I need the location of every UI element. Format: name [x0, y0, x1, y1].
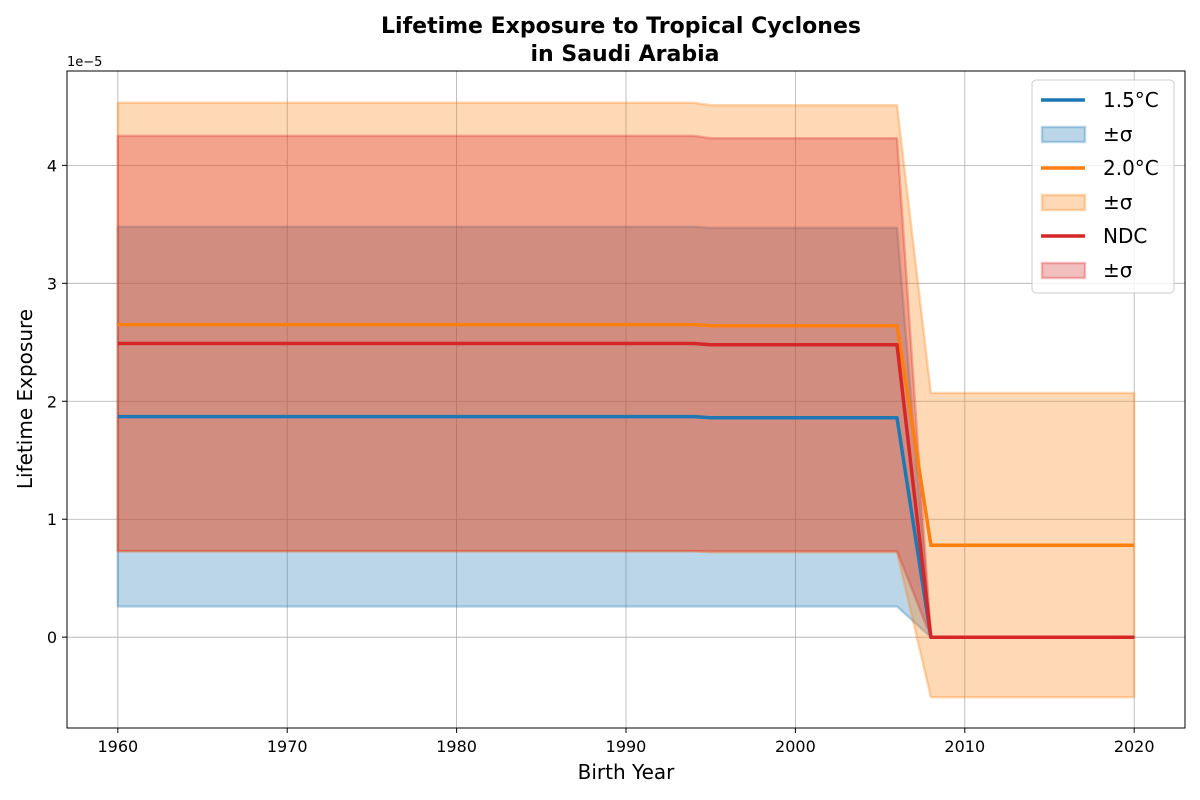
grid — [67, 71, 1185, 728]
y-tick-label: 1 — [47, 510, 57, 529]
legend: 1.5°C ±σ 2.0°C ±σ NDC ±σ — [1031, 79, 1175, 294]
chart-title-line-1: Lifetime Exposure to Tropical Cyclones — [381, 14, 861, 39]
legend-label-ndc: NDC — [1103, 224, 1147, 248]
x-tick-label: 2010 — [944, 737, 985, 756]
x-tick-label: 2020 — [1114, 737, 1155, 756]
x-tick-label: 1960 — [97, 737, 138, 756]
legend-band-swatch-1-5-c — [1040, 125, 1087, 144]
y-axis-label: Lifetime Exposure — [13, 309, 37, 489]
x-tick-label: 1970 — [267, 737, 308, 756]
series-line-2-0-c — [117, 322, 1135, 547]
legend-frame — [1031, 79, 1175, 294]
y-tick-label: 4 — [47, 156, 57, 175]
series-line-ndc — [117, 341, 1135, 639]
x-tick-label: 1980 — [436, 737, 477, 756]
legend-items: 1.5°C ±σ 2.0°C ±σ NDC ±σ — [1040, 88, 1159, 282]
y-tick-label: 3 — [47, 274, 57, 293]
y-tick-label: 2 — [47, 392, 57, 411]
legend-band-label-ndc: ±σ — [1103, 258, 1133, 282]
legend-band-label-1-5-c: ±σ — [1103, 122, 1133, 146]
legend-label-1-5-c: 1.5°C — [1103, 88, 1159, 112]
series-lines — [117, 322, 1135, 639]
sigma-band-2-0-c — [116, 101, 1136, 699]
legend-band-swatch-2-0-c — [1040, 193, 1087, 212]
legend-label-2-0-c: 2.0°C — [1103, 156, 1159, 180]
y-axis-ticks: 0 1 2 3 4 — [47, 156, 67, 647]
chart-title-line-2: in Saudi Arabia — [530, 42, 719, 67]
x-axis-label: Birth Year — [578, 760, 675, 784]
x-tick-label: 2000 — [775, 737, 816, 756]
legend-band-label-2-0-c: ±σ — [1103, 190, 1133, 214]
y-tick-label: 0 — [47, 628, 57, 647]
x-tick-label: 1990 — [606, 737, 647, 756]
x-axis-ticks: 1960 1970 1980 1990 2000 2010 2020 — [97, 728, 1155, 756]
y-axis-offset-label: 1e−5 — [67, 55, 102, 70]
sigma-bands — [116, 101, 1136, 699]
legend-band-swatch-ndc — [1040, 261, 1087, 280]
